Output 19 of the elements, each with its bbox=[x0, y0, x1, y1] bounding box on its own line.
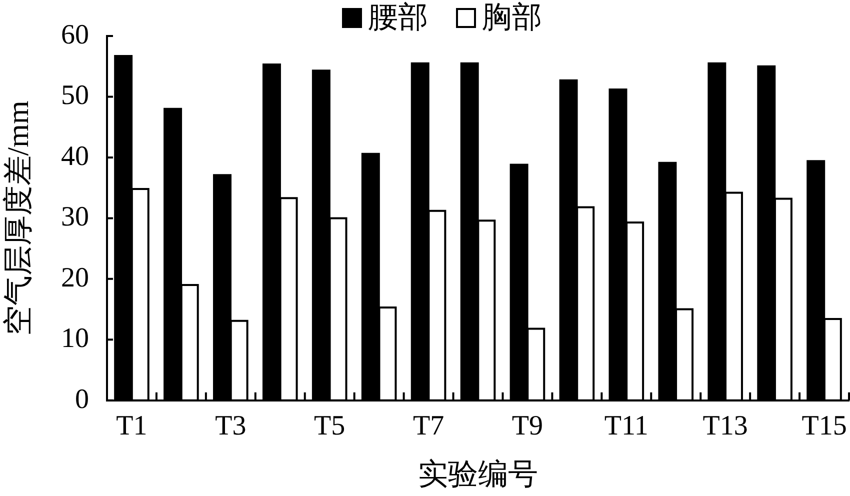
x-axis-title: 实验编号 bbox=[418, 458, 538, 491]
y-tick-label: 10 bbox=[61, 323, 89, 354]
x-tick-label: T5 bbox=[314, 410, 346, 442]
x-tick-label: T13 bbox=[702, 410, 748, 442]
x-tick-label: T3 bbox=[215, 410, 246, 442]
x-tick-label: T15 bbox=[802, 410, 847, 442]
y-tick-label: 20 bbox=[61, 262, 89, 294]
y-axis-title: 空气层厚度差/mm bbox=[2, 100, 35, 336]
legend-label: 胸部 bbox=[482, 1, 542, 34]
y-tick-label: 60 bbox=[61, 19, 89, 50]
y-tick-label: 0 bbox=[75, 384, 89, 415]
x-tick-label: T11 bbox=[604, 410, 648, 442]
x-tick-label: T7 bbox=[412, 410, 444, 442]
x-tick-label: T9 bbox=[512, 410, 544, 442]
x-tick-label: T1 bbox=[116, 410, 148, 442]
y-tick-label: 50 bbox=[61, 80, 89, 112]
y-tick-label: 40 bbox=[61, 140, 89, 172]
y-tick-label: 30 bbox=[61, 202, 89, 233]
legend-label: 腰部 bbox=[368, 1, 428, 34]
